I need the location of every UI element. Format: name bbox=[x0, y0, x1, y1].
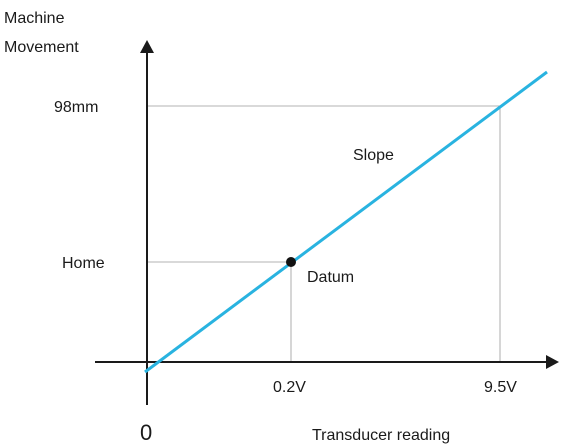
y-axis-title-line1: Machine bbox=[4, 10, 65, 27]
y-axis-title-line2: Movement bbox=[4, 39, 79, 56]
y-axis-arrow bbox=[140, 40, 154, 53]
datum-label: Datum bbox=[307, 269, 354, 286]
y-tick-home: Home bbox=[62, 255, 105, 272]
origin-label: 0 bbox=[140, 420, 152, 445]
x-axis-title: Transducer reading bbox=[312, 427, 450, 444]
y-tick-98mm: 98mm bbox=[54, 99, 98, 116]
datum-point bbox=[286, 257, 296, 267]
x-tick-0-2v: 0.2V bbox=[273, 379, 306, 396]
slope-label: Slope bbox=[353, 147, 394, 164]
x-axis-arrow bbox=[546, 355, 559, 369]
slope-line bbox=[144, 70, 548, 374]
x-tick-9-5v: 9.5V bbox=[484, 379, 517, 396]
